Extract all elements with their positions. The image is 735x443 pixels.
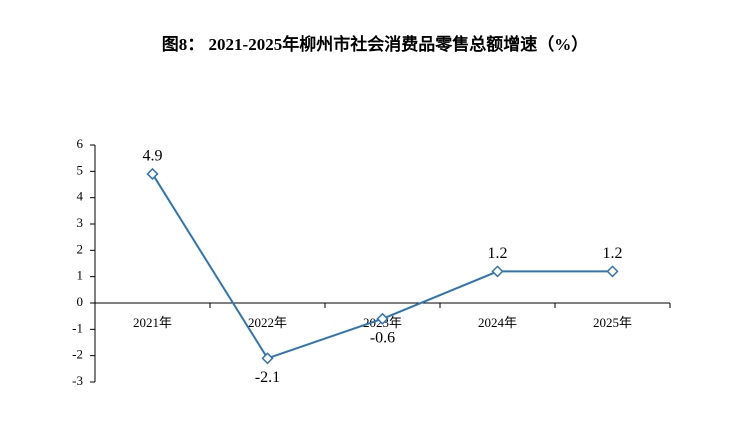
y-tick-label: -1 bbox=[72, 320, 83, 335]
y-tick-label: 6 bbox=[77, 136, 84, 151]
point-marker bbox=[491, 265, 504, 278]
data-label: 1.2 bbox=[488, 245, 508, 262]
x-tick-label: 2025年 bbox=[593, 315, 632, 330]
x-tick-label: 2024年 bbox=[478, 315, 517, 330]
point-marker bbox=[146, 167, 159, 181]
data-label: -0.6 bbox=[370, 329, 395, 346]
x-tick-label: 2021年 bbox=[133, 315, 172, 330]
point-marker bbox=[261, 352, 274, 365]
chart-title: 图8： 2021-2025年柳州市社会消费品零售总额增速（%） bbox=[162, 34, 588, 54]
data-label: 4.9 bbox=[143, 148, 163, 165]
y-tick-label: 1 bbox=[77, 268, 84, 283]
data-label: -2.1 bbox=[255, 369, 280, 386]
y-tick-label: -2 bbox=[72, 347, 83, 362]
x-tick-label: 2022年 bbox=[248, 315, 287, 330]
y-tick-label: 5 bbox=[77, 162, 84, 177]
y-tick-label: 4 bbox=[77, 189, 84, 204]
y-tick-label: 2 bbox=[77, 241, 84, 256]
y-tick-label: 0 bbox=[77, 294, 84, 309]
point-marker bbox=[376, 312, 389, 325]
point-marker bbox=[606, 265, 619, 278]
y-tick-label: -3 bbox=[72, 373, 83, 388]
y-tick-label: 3 bbox=[77, 215, 84, 230]
data-label: 1.2 bbox=[603, 245, 623, 262]
